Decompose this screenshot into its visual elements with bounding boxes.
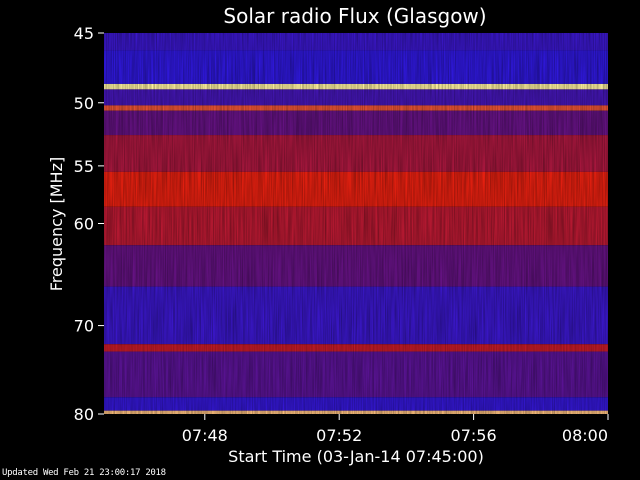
x-tick-label: 07:48 — [182, 426, 228, 445]
y-axis: 45 50 55 60 70 80 — [74, 24, 104, 424]
y-tick-label: 80 — [74, 405, 94, 424]
y-tick-label: 60 — [74, 215, 94, 234]
y-tick-label: 55 — [74, 157, 94, 176]
x-axis-label: Start Time (03-Jan-14 07:45:00) — [228, 447, 484, 466]
y-tick-label: 70 — [74, 317, 94, 336]
plot-area — [104, 33, 608, 414]
y-tick-label: 45 — [74, 24, 94, 43]
x-tick-label: 07:52 — [316, 426, 362, 445]
y-tick-label: 50 — [74, 94, 94, 113]
noise-texture — [104, 33, 608, 414]
x-axis: 07:48 07:52 07:56 08:00 — [182, 414, 609, 445]
x-tick-label: 08:00 — [562, 426, 608, 445]
x-tick-label: 07:56 — [451, 426, 497, 445]
updated-timestamp: Updated Wed Feb 21 23:00:17 2018 — [2, 468, 166, 478]
chart-title: Solar radio Flux (Glasgow) — [223, 4, 486, 28]
y-axis-label: Frequency [MHz] — [47, 157, 66, 291]
